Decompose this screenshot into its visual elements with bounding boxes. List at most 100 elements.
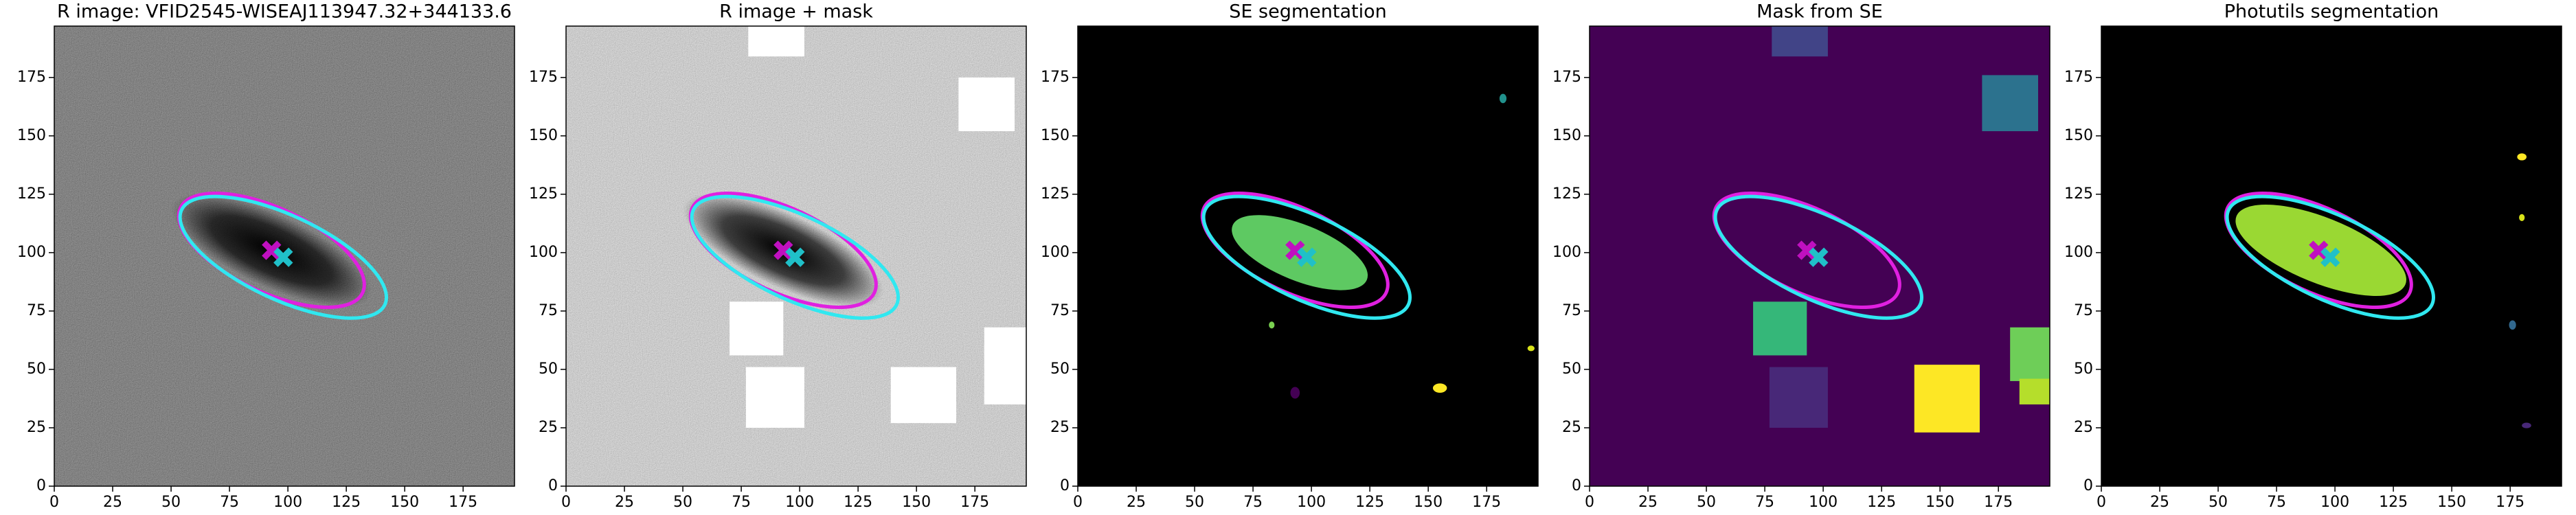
x-tick-label: 75 (1755, 494, 1774, 511)
x-tick-label: 125 (2379, 494, 2408, 511)
mask-region (748, 26, 804, 57)
y-tick-label: 0 (36, 477, 46, 494)
x-tick-label: 25 (615, 494, 634, 511)
y-tick-label: 125 (2064, 185, 2093, 203)
mask-region (730, 301, 784, 356)
panel (1078, 26, 1538, 486)
center-marker (2309, 240, 2329, 260)
x-tick-label: 50 (2208, 494, 2228, 511)
y-tick-label: 50 (1050, 360, 1070, 378)
y-tick-label: 50 (2074, 360, 2093, 378)
mask-region (1753, 301, 1807, 356)
y-tick-label: 150 (1552, 127, 1581, 144)
y-tick-label: 150 (529, 127, 558, 144)
x-tick-label: 125 (332, 494, 361, 511)
segment-region (2519, 214, 2525, 221)
y-tick-label: 75 (1050, 302, 1070, 319)
y-tick-label: 50 (27, 360, 46, 378)
segment-region (1527, 345, 1535, 352)
x-tick-label: 175 (1472, 494, 1501, 511)
x-tick-label: 50 (673, 494, 692, 511)
mask-region (1982, 75, 2038, 132)
y-tick-label: 100 (17, 244, 46, 261)
mask-region (745, 367, 804, 428)
x-tick-label: 0 (49, 494, 59, 511)
x-tick-label: 100 (1809, 494, 1838, 511)
x-tick-label: 175 (2496, 494, 2524, 511)
x-tick-label: 175 (1984, 494, 2013, 511)
y-tick-label: 150 (17, 127, 46, 144)
panel-title: Photutils segmentation (2224, 1, 2439, 23)
y-tick-label: 175 (17, 69, 46, 86)
x-tick-label: 75 (220, 494, 239, 511)
y-tick-label: 25 (539, 419, 558, 436)
panel (566, 26, 1026, 486)
fit-ellipse (1713, 194, 1923, 320)
y-tick-label: 100 (2064, 244, 2093, 261)
x-tick-label: 25 (1127, 494, 1146, 511)
y-tick-label: 150 (2064, 127, 2093, 144)
y-tick-label: 75 (539, 302, 558, 319)
x-tick-label: 50 (161, 494, 181, 511)
y-tick-label: 25 (1562, 419, 1581, 436)
panel-title: SE segmentation (1229, 1, 1386, 23)
y-tick-label: 25 (27, 419, 46, 436)
mask-region (890, 367, 956, 424)
axes-frame (2101, 25, 2562, 487)
axes-frame (565, 25, 1027, 487)
panel (1590, 26, 2050, 486)
center-marker (1797, 240, 1817, 260)
y-tick-label: 0 (548, 477, 558, 494)
panel-title: R image + mask (719, 1, 873, 23)
x-tick-label: 150 (1925, 494, 1954, 511)
x-tick-label: 75 (732, 494, 751, 511)
mask-region (1772, 26, 1828, 57)
center-marker (1285, 240, 1305, 260)
x-tick-label: 125 (1355, 494, 1384, 511)
x-tick-label: 50 (1697, 494, 1716, 511)
axes-frame (1077, 25, 1539, 487)
y-tick-label: 75 (2074, 302, 2093, 319)
y-tick-label: 175 (2064, 69, 2093, 86)
mask-region (958, 77, 1015, 132)
axes-frame (54, 25, 515, 487)
x-tick-label: 0 (561, 494, 571, 511)
axes-frame (1589, 25, 2050, 487)
segment-region (2517, 153, 2527, 161)
x-tick-label: 25 (103, 494, 122, 511)
y-tick-label: 175 (1041, 69, 1070, 86)
y-tick-label: 75 (1562, 302, 1581, 319)
y-tick-label: 50 (539, 360, 558, 378)
y-tick-label: 125 (17, 185, 46, 203)
y-tick-label: 100 (529, 244, 558, 261)
x-tick-label: 75 (2267, 494, 2286, 511)
segment-region (2522, 422, 2531, 428)
y-tick-label: 25 (1050, 419, 1070, 436)
segment-region (1432, 383, 1447, 393)
segment-region (2509, 320, 2516, 330)
x-tick-label: 100 (2320, 494, 2349, 511)
fit-ellipse (690, 194, 900, 320)
segment-region (1290, 387, 1300, 399)
x-tick-label: 175 (960, 494, 989, 511)
y-tick-label: 175 (529, 69, 558, 86)
panel (54, 26, 515, 486)
y-tick-label: 0 (1572, 477, 1581, 494)
x-tick-label: 25 (2150, 494, 2169, 511)
fit-ellipse (1201, 194, 1412, 320)
x-tick-label: 100 (785, 494, 814, 511)
y-tick-label: 25 (2074, 419, 2093, 436)
x-tick-label: 0 (1585, 494, 1594, 511)
x-tick-label: 150 (902, 494, 931, 511)
mask-region (1769, 367, 1828, 428)
y-tick-label: 175 (1552, 69, 1581, 86)
x-tick-label: 150 (1414, 494, 1443, 511)
y-tick-label: 0 (1060, 477, 1070, 494)
panel (2101, 26, 2562, 486)
center-marker (1809, 247, 1829, 267)
center-marker (785, 247, 805, 267)
y-tick-label: 75 (27, 302, 46, 319)
x-tick-label: 50 (1185, 494, 1204, 511)
x-tick-label: 125 (1867, 494, 1896, 511)
